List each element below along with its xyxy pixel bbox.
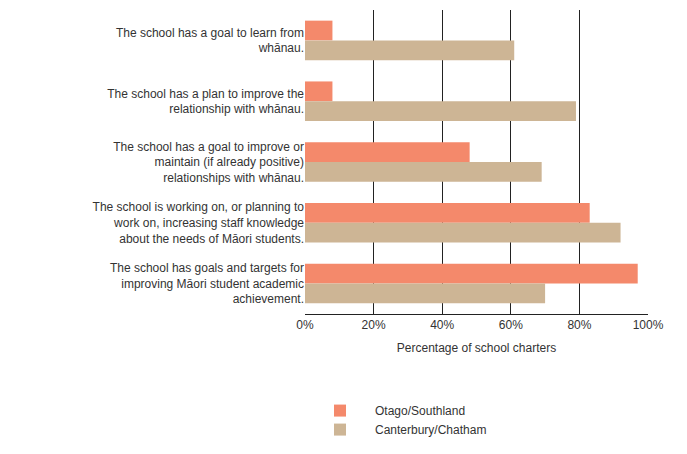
svg-text:0%: 0% [296,318,314,332]
svg-text:Canterbury/Chatham: Canterbury/Chatham [375,423,486,437]
svg-text:60%: 60% [499,318,523,332]
svg-text:The school has a goal to impro: The school has a goal to improve ormaint… [113,140,304,185]
svg-text:Percentage of school charters: Percentage of school charters [397,341,556,355]
svg-text:The school has a plan to impro: The school has a plan to improve therela… [107,87,304,117]
svg-text:100%: 100% [633,318,664,332]
svg-text:40%: 40% [430,318,454,332]
svg-text:Otago/Southland: Otago/Southland [375,404,465,418]
svg-text:The school has a goal to learn: The school has a goal to learn fromwhāna… [116,26,304,56]
svg-text:80%: 80% [567,318,591,332]
svg-text:20%: 20% [362,318,386,332]
svg-text:The school is working on, or p: The school is working on, or planning to… [93,200,305,245]
svg-text:The school has goals and targe: The school has goals and targets forimpr… [110,261,304,306]
